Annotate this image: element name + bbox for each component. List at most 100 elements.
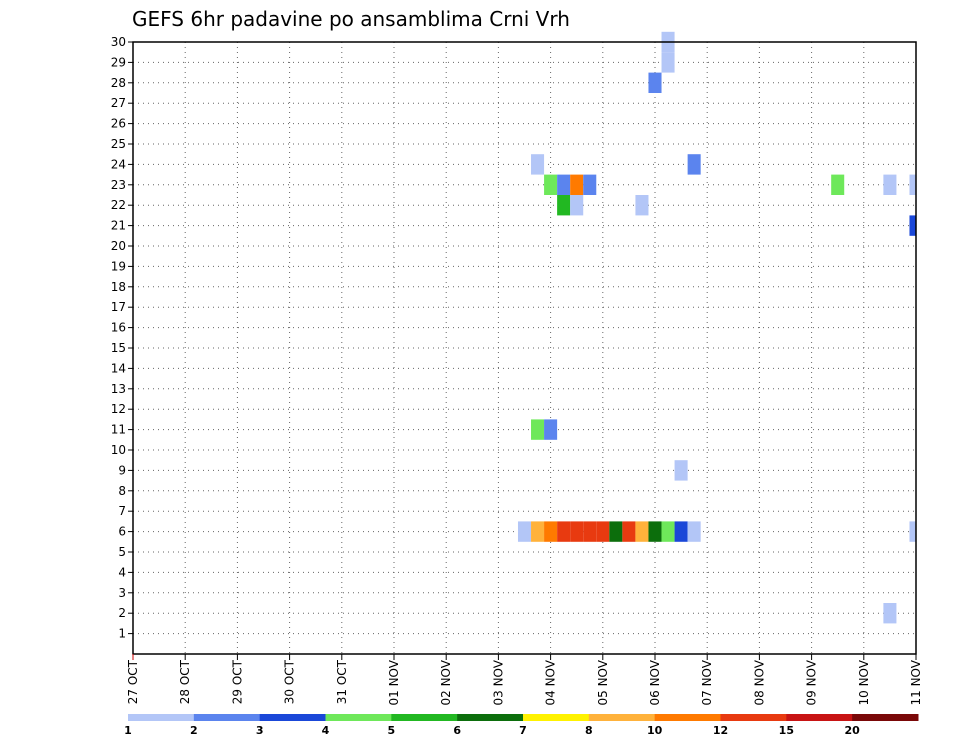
precip-cell bbox=[909, 215, 916, 236]
precip-cell bbox=[635, 521, 649, 542]
y-tick-label: 19 bbox=[111, 259, 126, 273]
y-tick-label: 7 bbox=[118, 504, 126, 518]
y-tick-label: 5 bbox=[118, 545, 126, 559]
y-tick-label: 1 bbox=[118, 627, 126, 641]
y-tick-label: 29 bbox=[111, 55, 126, 69]
precip-cell bbox=[557, 521, 571, 542]
x-tick-label: 30 OCT bbox=[283, 659, 297, 704]
colorbar-label: 15 bbox=[779, 724, 794, 737]
colorbar-label: 4 bbox=[322, 724, 330, 737]
y-tick-label: 12 bbox=[111, 402, 126, 416]
colorbar-label: 12 bbox=[713, 724, 728, 737]
precip-cell bbox=[557, 174, 571, 195]
precip-cell bbox=[687, 521, 701, 542]
x-tick-label: 28 OCT bbox=[178, 659, 192, 704]
colorbar-swatch bbox=[193, 714, 261, 721]
colorbar-label: 8 bbox=[585, 724, 593, 737]
x-tick-label: 01 NOV bbox=[387, 659, 401, 705]
x-tick-label: 03 NOV bbox=[491, 659, 505, 705]
y-tick-label: 8 bbox=[118, 484, 126, 498]
x-tick-label: 29 OCT bbox=[230, 659, 244, 704]
grid-lines bbox=[133, 42, 916, 654]
x-tick-label: 31 OCT bbox=[335, 659, 349, 704]
colorbar-swatch bbox=[523, 714, 590, 721]
y-tick-label: 3 bbox=[118, 586, 126, 600]
precip-cell bbox=[531, 521, 545, 542]
precip-cell bbox=[635, 195, 649, 216]
precip-cell bbox=[570, 174, 584, 195]
y-tick-label: 25 bbox=[111, 137, 126, 151]
y-tick-label: 28 bbox=[111, 76, 126, 90]
y-tick-label: 11 bbox=[111, 423, 126, 437]
colorbar-swatch bbox=[720, 714, 787, 721]
y-tick-label: 20 bbox=[111, 239, 126, 253]
colorbar-swatch bbox=[259, 714, 326, 721]
precipitation-cells bbox=[517, 31, 916, 624]
colorbar-label: 3 bbox=[256, 724, 264, 737]
colorbar-label: 5 bbox=[388, 724, 396, 737]
y-tick-label: 9 bbox=[118, 463, 126, 477]
y-tick-label: 22 bbox=[111, 198, 126, 212]
x-tick-label: 11 NOV bbox=[909, 659, 923, 705]
precip-cell bbox=[648, 72, 662, 93]
y-tick-label: 23 bbox=[111, 178, 126, 192]
x-tick-label: 09 NOV bbox=[805, 659, 819, 705]
y-tick-label: 21 bbox=[111, 219, 126, 233]
precip-cell bbox=[883, 603, 897, 624]
colorbar-label: 1 bbox=[124, 724, 132, 737]
precip-cell bbox=[648, 521, 662, 542]
x-tick-label: 04 NOV bbox=[544, 659, 558, 705]
colorbar-label: 10 bbox=[647, 724, 663, 737]
precip-cell bbox=[596, 521, 610, 542]
precip-cell bbox=[531, 154, 545, 175]
colorbar-swatch bbox=[588, 714, 656, 721]
precip-cell bbox=[544, 521, 558, 542]
x-tick-label: 08 NOV bbox=[752, 659, 766, 705]
precip-cell bbox=[531, 419, 545, 440]
colorbar-label: 6 bbox=[453, 724, 461, 737]
precip-cell bbox=[583, 521, 597, 542]
precip-cell bbox=[557, 195, 571, 216]
x-axis-ticks: 27 OCT 28 OCT 29 OCT 30 OCT 31 OCT 01 NOV 02 N… bbox=[126, 654, 923, 706]
precip-cell bbox=[674, 521, 688, 542]
chart-title: GEFS 6hr padavine po ansamblima Crni Vrh bbox=[132, 7, 570, 31]
colorbar-swatch bbox=[457, 714, 524, 721]
x-tick-label: 05 NOV bbox=[596, 659, 610, 705]
y-tick-label: 26 bbox=[111, 117, 126, 131]
x-tick-label: 27 OCT bbox=[126, 659, 140, 704]
colorbar-swatch bbox=[654, 714, 721, 721]
precip-cell bbox=[517, 521, 532, 542]
x-tick-label: 10 NOV bbox=[857, 659, 871, 705]
precip-cell bbox=[831, 174, 845, 195]
y-tick-label: 27 bbox=[111, 96, 126, 110]
x-tick-label: 07 NOV bbox=[700, 659, 714, 705]
y-tick-label: 6 bbox=[118, 525, 126, 539]
precip-cell bbox=[883, 174, 897, 195]
precip-cell bbox=[609, 521, 623, 542]
colorbar-swatch bbox=[852, 714, 919, 721]
precip-cell bbox=[622, 521, 636, 542]
colorbar-swatch bbox=[786, 714, 853, 721]
y-tick-label: 16 bbox=[111, 321, 126, 335]
y-tick-label: 10 bbox=[111, 443, 126, 457]
precip-cell bbox=[687, 154, 701, 175]
y-tick-label: 15 bbox=[111, 341, 126, 355]
colorbar-swatch bbox=[128, 714, 195, 721]
colorbar-label: 20 bbox=[845, 724, 861, 737]
precip-cell bbox=[661, 52, 675, 73]
y-tick-label: 24 bbox=[111, 157, 126, 171]
y-tick-label: 17 bbox=[111, 300, 126, 314]
precip-cell bbox=[909, 174, 916, 195]
y-tick-label: 30 bbox=[111, 35, 126, 49]
precip-cell bbox=[583, 174, 597, 195]
y-tick-label: 4 bbox=[118, 565, 126, 579]
y-tick-label: 18 bbox=[111, 280, 126, 294]
y-tick-label: 13 bbox=[111, 382, 126, 396]
precip-cell bbox=[544, 419, 558, 440]
precip-cell bbox=[674, 460, 688, 481]
y-tick-label: 2 bbox=[118, 606, 126, 620]
precip-cell bbox=[570, 521, 584, 542]
colorbar-label: 7 bbox=[519, 724, 527, 737]
y-axis-ticks: 1234567891011121314151617181920212223242… bbox=[111, 35, 133, 641]
